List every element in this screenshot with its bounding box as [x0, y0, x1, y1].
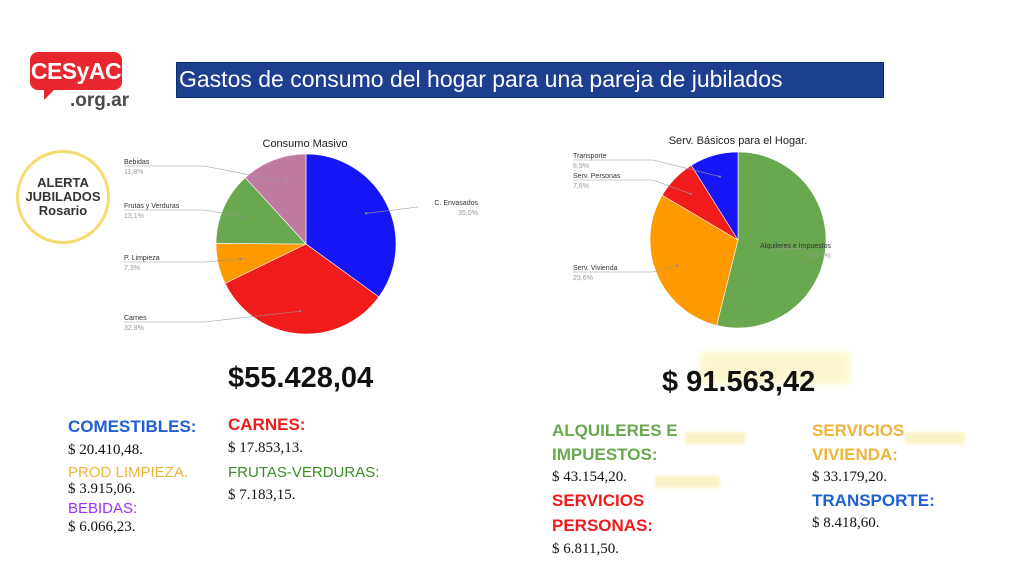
badge-line-1: ALERTA [37, 175, 89, 190]
leader-line-transporte [573, 159, 720, 177]
pie-slices [649, 151, 827, 329]
pie-slice-bebidas [244, 153, 307, 245]
item-value-limpieza: $ 3.915,06. [68, 481, 136, 497]
leader-line-carnes [124, 310, 301, 323]
pie-slice-c-envasados [305, 153, 397, 298]
leader-dot-frutas-y-verduras [243, 215, 246, 218]
leader-line-alquileres-e-impuestos [769, 247, 804, 251]
consumo-masivo-pie-chart: Consumo Masivo C. Envasados 35,0% Carnes 32… [124, 138, 478, 335]
leader-dot-serv-vivienda [675, 264, 679, 267]
slice-label-transporte: Transporte [573, 153, 607, 160]
item-label-bebidas: BEBIDAS: [68, 500, 138, 517]
slice-pct-transporte: 8,9% [573, 163, 589, 170]
slice-pct-serv-vivienda: 29,6% [573, 275, 593, 282]
leader-dot-alquileres-e-impuestos [802, 246, 805, 250]
item-label-alquileres-2: IMPUESTOS: [552, 445, 658, 464]
slice-label-frutas-y-verduras: Frutas y Verduras [124, 203, 180, 210]
cesyac-logo: CESyAC .org.ar [30, 52, 129, 114]
item-label-serv-vivienda-2: VIVIENDA: [812, 445, 898, 464]
logo-domain: .org.ar [70, 90, 130, 111]
item-value-serv-personas: $ 6.811,50. [552, 541, 619, 557]
alerta-jubilados-badge: ALERTA JUBILADOS Rosario [16, 150, 110, 244]
leader-line-p-limpieza [124, 258, 241, 263]
item-value-carnes: $ 17.853,13. [228, 440, 303, 456]
leader-line-serv-personas [573, 179, 691, 195]
item-label-limpieza: PROD LIMPIEZA. [68, 464, 189, 481]
leader-dot-p-limpieza [238, 257, 242, 261]
slice-label-serv-personas: Serv. Personas [573, 173, 621, 180]
ghost-text [685, 432, 745, 444]
pie-slice-alquileres-e-impuestos [716, 151, 827, 329]
chart-title: Consumo Masivo [263, 138, 348, 150]
item-value-bebidas: $ 6.066,23. [68, 519, 136, 535]
item-label-serv-personas-2: PERSONAS: [552, 516, 654, 535]
slice-pct-serv-personas: 7,6% [573, 183, 589, 190]
logo-tail [44, 88, 56, 100]
pie-slice-frutas-y-verduras [215, 177, 307, 245]
item-label-comestibles: COMESTIBLES: [68, 417, 197, 436]
slice-pct-alquileres-e-impuestos: 53,9% [811, 253, 831, 260]
pie-labels: Alquileres e Impuestos 53,9% Serv. Viviend… [573, 153, 831, 282]
slice-label-c-envasados: C. Envasados [434, 200, 478, 207]
pie-slice-transporte [690, 151, 739, 242]
leader-dot-bebidas [280, 179, 283, 183]
slice-pct-c-envasados: 35,0% [458, 210, 478, 217]
slice-label-alquileres-e-impuestos: Alquileres e Impuestos [760, 243, 831, 250]
item-value-serv-vivienda: $ 33.179,20. [812, 469, 887, 485]
leader-line-frutas-y-verduras [124, 209, 245, 217]
badge-line-2: JUBILADOS [25, 189, 101, 204]
item-value-frutas: $ 7.183,15. [228, 487, 296, 503]
item-value-alquileres: $ 43.154,20. [552, 469, 627, 485]
leader-line-c-envasados [366, 206, 419, 214]
leader-line-bebidas [124, 165, 282, 182]
leader-dot-carnes [298, 310, 302, 313]
pie-slices [215, 153, 397, 335]
item-label-carnes: CARNES: [228, 415, 306, 434]
slice-pct-bebidas: 11,8% [124, 169, 143, 176]
logo-name: CESyAC [30, 52, 122, 90]
leader-dot-serv-personas [689, 192, 692, 196]
ghost-text [655, 476, 720, 488]
pie-slice-serv-vivienda [649, 194, 739, 326]
chart-title: Serv. Básicos para el Hogar. [669, 135, 808, 147]
slice-label-p-limpieza: P. Limpieza [124, 255, 160, 262]
slice-pct-carnes: 32,8% [124, 325, 144, 332]
leader-dot-c-envasados [364, 212, 368, 215]
total-consumo-masivo: $55.428,04 [228, 362, 374, 394]
item-label-serv-vivienda-1: SERVICIOS [812, 421, 905, 440]
item-value-transporte: $ 8.418,60. [812, 515, 880, 531]
item-label-alquileres-1: ALQUILERES E [552, 421, 678, 440]
servicios-basicos-pie-chart: Serv. Básicos para el Hogar. Alquileres … [573, 135, 831, 329]
leader-dot-transporte [718, 175, 721, 178]
pie-labels: C. Envasados 35,0% Carnes 32,8% P. Limpieza 7… [124, 159, 478, 332]
item-label-transporte: TRANSPORTE: [812, 491, 935, 510]
slice-label-carnes: Carnes [124, 315, 147, 322]
slice-pct-frutas-y-verduras: 13,1% [124, 213, 144, 220]
leader-line-serv-vivienda [573, 265, 678, 273]
slice-label-bebidas: Bebidas [124, 159, 150, 166]
slice-pct-p-limpieza: 7,3% [124, 265, 140, 272]
total-servicios-basicos: $ 91.563,42 [662, 366, 816, 398]
pie-slice-carnes [224, 243, 380, 335]
item-label-serv-personas-1: SERVICIOS [552, 491, 645, 510]
slice-label-serv-vivienda: Serv. Vivienda [573, 265, 618, 272]
ghost-text [905, 432, 965, 444]
page-title: Gastos de consumo del hogar para una par… [176, 62, 884, 98]
item-label-frutas: FRUTAS-VERDURAS: [228, 464, 380, 481]
ghost-text [700, 352, 850, 384]
item-value-comestibles: $ 20.410,48. [68, 442, 143, 458]
badge-line-3: Rosario [38, 203, 88, 218]
